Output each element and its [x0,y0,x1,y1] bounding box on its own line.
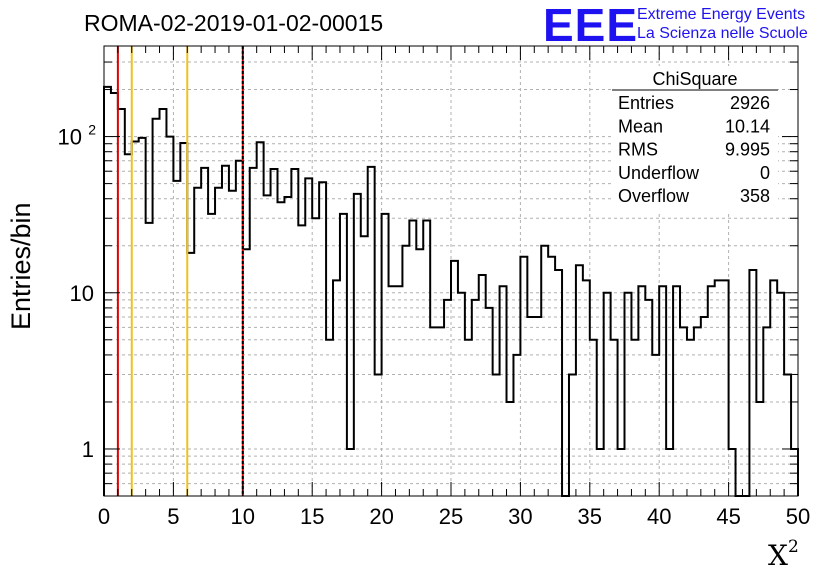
x-tick-label: 10 [231,504,255,529]
x-tick-label: 15 [300,504,324,529]
x-axis-label: X2 [768,537,799,572]
stats-value: 358 [740,186,770,206]
y-tick-label-exponent: 2 [88,122,96,138]
histogram-series [103,85,799,497]
logo-line-1: Extreme Energy Events [637,6,806,23]
stats-label: Underflow [618,163,700,183]
stats-value: 2926 [730,93,770,113]
y-tick-label: 10 [70,281,94,306]
stats-value: 0 [760,163,770,183]
eee-logo: EEE [543,0,639,51]
x-tick-label: 0 [98,504,110,529]
x-tick-label: 45 [716,504,740,529]
x-axis-label-sup: 2 [787,537,799,557]
x-tick-label: 30 [508,504,532,529]
stats-label: Overflow [618,186,690,206]
x-tick-label: 5 [167,504,179,529]
y-tick-label: 10 [58,125,82,150]
x-tick-label: 35 [578,504,602,529]
logo-line-2: La Scienza nelle Scuole [637,25,808,42]
y-axis-label: Entries/bin [6,202,36,330]
stats-label: Mean [618,116,663,136]
x-tick-label: 20 [369,504,393,529]
stats-value: 10.14 [725,116,770,136]
x-tick-label: 25 [439,504,463,529]
stats-box-title: ChiSquare [652,69,737,89]
chart-title: ROMA-02-2019-01-02-00015 [84,10,384,36]
y-tick-label: 1 [82,437,94,462]
x-tick-label: 50 [786,504,810,529]
stats-label: RMS [618,140,658,160]
x-tick-label: 40 [647,504,671,529]
x-axis-label-base: X [768,539,788,572]
stats-label: Entries [618,93,674,113]
stats-value: 9.995 [725,140,770,160]
